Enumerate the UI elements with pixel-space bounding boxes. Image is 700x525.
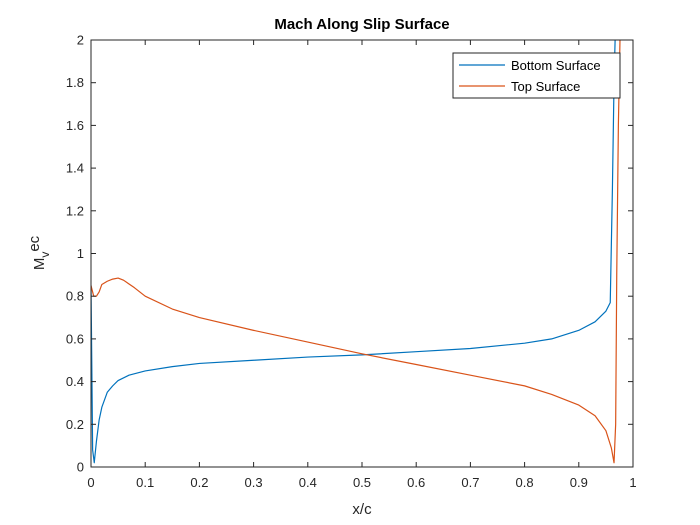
y-ticks: 0 0.2 0.4 0.6 0.8 1 1.2 1.4 1.6 1.8 2 <box>66 33 633 475</box>
x-ticks: 0 0.1 0.2 0.3 0.4 0.5 0.6 0.7 0.8 0.9 1 <box>87 40 637 490</box>
x-tick-label: 0.7 <box>461 475 479 490</box>
y-tick-label: 0.2 <box>66 417 84 432</box>
legend: Bottom Surface Top Surface <box>452 52 621 99</box>
series-layer <box>91 40 621 464</box>
x-tick-label: 0.1 <box>136 475 154 490</box>
y-axis-label-sup: ec <box>26 235 43 251</box>
x-tick-label: 0.3 <box>245 475 263 490</box>
y-tick-label: 0.6 <box>66 331 84 346</box>
series-line-top-surface <box>91 40 621 464</box>
y-tick-label: 1.6 <box>66 118 84 133</box>
y-tick-label: 1.4 <box>66 161 84 176</box>
legend-label-bottom-surface: Bottom Surface <box>511 58 601 73</box>
y-tick-label: 1.2 <box>66 203 84 218</box>
plot-area <box>91 40 633 467</box>
x-tick-label: 0 <box>87 475 94 490</box>
y-tick-label: 2 <box>77 33 84 48</box>
x-tick-label: 0.5 <box>353 475 371 490</box>
svg-text:Mvec: Mvec <box>26 235 52 270</box>
legend-box <box>452 52 621 99</box>
x-tick-label: 0.8 <box>516 475 534 490</box>
y-tick-label: 1 <box>77 246 84 261</box>
y-axis-label-main: M <box>31 258 48 271</box>
x-tick-label: 0.9 <box>570 475 588 490</box>
x-axis-label: x/c <box>352 501 372 518</box>
x-tick-label: 0.4 <box>299 475 317 490</box>
chart-title: Mach Along Slip Surface <box>274 16 449 33</box>
x-tick-label: 0.2 <box>190 475 208 490</box>
x-tick-label: 0.6 <box>407 475 425 490</box>
y-tick-label: 0.8 <box>66 289 84 304</box>
y-tick-label: 0 <box>77 460 84 475</box>
series-line-bottom-surface <box>91 40 616 464</box>
y-tick-label: 0.4 <box>66 374 84 389</box>
y-axis-label-sub: v <box>38 252 52 258</box>
y-axis-label: Mvec <box>26 235 52 270</box>
y-tick-label: 1.8 <box>66 75 84 90</box>
legend-label-top-surface: Top Surface <box>511 79 580 94</box>
x-tick-label: 1 <box>629 475 636 490</box>
